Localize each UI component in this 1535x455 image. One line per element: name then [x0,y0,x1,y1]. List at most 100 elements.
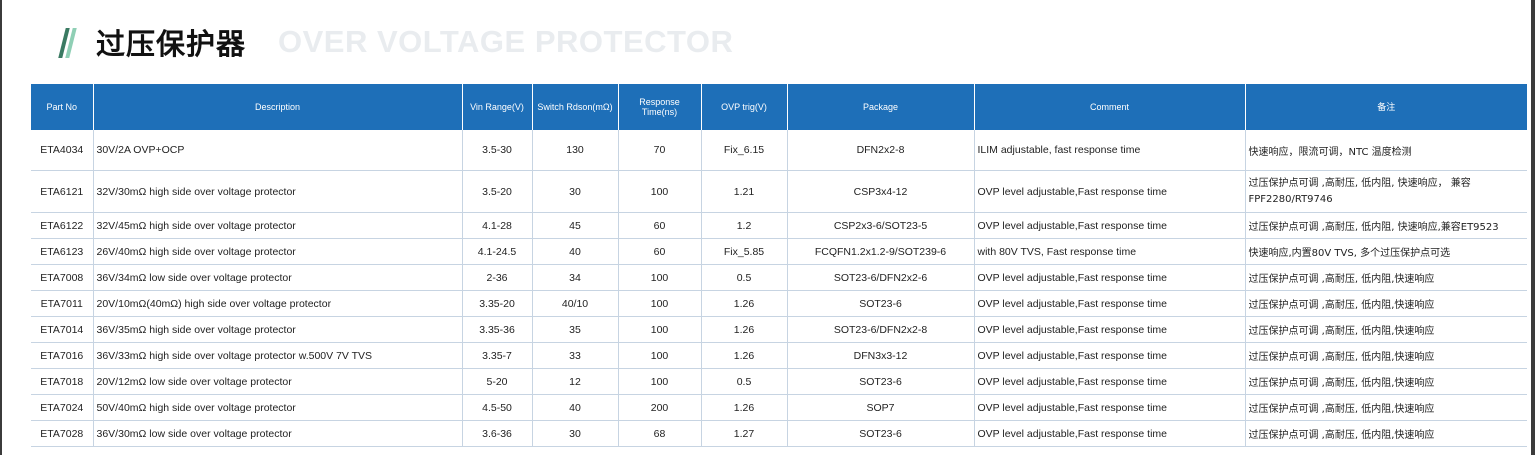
cell-notes: 过压保护点可调 ,高耐压, 低内阻,快速响应 [1245,420,1527,447]
table-header-row: Part No Description Vin Range(V) Switch … [31,84,1527,130]
cell-comment: OVP level adjustable,Fast response time [974,290,1246,317]
col-header-notes: 备注 [1245,84,1527,130]
cell-ovp-trig: 1.26 [701,394,788,421]
cell-response-time: 100 [618,342,702,369]
cell-response-time: 70 [618,130,702,171]
cell-package: SOP7 [787,394,975,421]
table-row: ETA6122 32V/45mΩ high side over voltage p… [31,212,1527,239]
cell-response-time: 68 [618,420,702,447]
cell-response-time: 100 [618,170,702,213]
cell-vin-range: 3.5-20 [462,170,533,213]
cell-package: SOT23-6/DFN2x2-6 [787,264,975,291]
cell-part-no: ETA7016 [31,342,94,369]
cell-part-no: ETA4034 [31,130,94,171]
cell-package: FCQFN1.2x1.2-9/SOT239-6 [787,238,975,265]
cell-package: SOT23-6 [787,368,975,395]
cell-comment: OVP level adjustable,Fast response time [974,212,1246,239]
cell-ovp-trig: 1.26 [701,316,788,343]
table-row: ETA7008 36V/34mΩ low side over voltage pr… [31,264,1527,291]
cell-package: SOT23-6 [787,420,975,447]
table-row: ETA6123 26V/40mΩ high side over voltage p… [31,238,1527,265]
cell-description: 32V/45mΩ high side over voltage protecto… [93,212,463,239]
cell-part-no: ETA6121 [31,170,94,213]
cell-part-no: ETA7024 [31,394,94,421]
cell-response-time: 200 [618,394,702,421]
cell-switch-rdson: 40 [532,394,619,421]
cell-description: 36V/33mΩ high side over voltage protecto… [93,342,463,369]
table-row: ETA7028 36V/30mΩ low side over voltage pr… [31,420,1527,447]
table-row: ETA7018 20V/12mΩ low side over voltage pr… [31,368,1527,395]
cell-vin-range: 4.5-50 [462,394,533,421]
cell-switch-rdson: 35 [532,316,619,343]
cell-ovp-trig: 1.2 [701,212,788,239]
cell-part-no: ETA6123 [31,238,94,265]
cell-vin-range: 3.35-7 [462,342,533,369]
left-frame-edge [0,0,2,455]
cell-ovp-trig: Fix_6.15 [701,130,788,171]
col-header-package: Package [787,84,975,130]
cell-comment: with 80V TVS, Fast response time [974,238,1246,265]
page-title-cn: 过压保护器 [96,27,247,61]
col-header-switch-rdson: Switch Rdson(mΩ) [532,84,619,130]
cell-description: 20V/10mΩ(40mΩ) high side over voltage pr… [93,290,463,317]
cell-comment: ILIM adjustable, fast response time [974,130,1246,171]
cell-comment: OVP level adjustable,Fast response time [974,420,1246,447]
cell-description: 26V/40mΩ high side over voltage protecto… [93,238,463,265]
cell-ovp-trig: 1.26 [701,290,788,317]
cell-switch-rdson: 34 [532,264,619,291]
cell-response-time: 60 [618,212,702,239]
table-row: ETA7024 50V/40mΩ high side over voltage p… [31,394,1527,421]
cell-response-time: 100 [618,264,702,291]
cell-vin-range: 3.35-36 [462,316,533,343]
cell-ovp-trig: 1.21 [701,170,788,213]
cell-vin-range: 3.5-30 [462,130,533,171]
cell-part-no: ETA7011 [31,290,94,317]
cell-part-no: ETA6122 [31,212,94,239]
cell-description: 32V/30mΩ high side over voltage protecto… [93,170,463,213]
cell-package: DFN3x3-12 [787,342,975,369]
section-header: 过压保护器 OVER VOLTAGE PROTECTOR [58,22,734,62]
cell-package: SOT23-6/DFN2x2-8 [787,316,975,343]
cell-description: 50V/40mΩ high side over voltage protecto… [93,394,463,421]
cell-switch-rdson: 30 [532,420,619,447]
cell-vin-range: 3.6-36 [462,420,533,447]
cell-notes: 快速响应,内置80V TVS, 多个过压保护点可选 [1245,238,1527,265]
cell-comment: OVP level adjustable,Fast response time [974,368,1246,395]
product-table: Part No Description Vin Range(V) Switch … [31,84,1527,447]
cell-switch-rdson: 40 [532,238,619,265]
cell-notes: 过压保护点可调 ,高耐压, 低内阻,快速响应 [1245,290,1527,317]
table-row: ETA7011 20V/10mΩ(40mΩ) high side over vol… [31,290,1527,317]
cell-comment: OVP level adjustable,Fast response time [974,264,1246,291]
cell-notes: 过压保护点可调 ,高耐压, 低内阻,快速响应 [1245,368,1527,395]
cell-package: CSP2x3-6/SOT23-5 [787,212,975,239]
cell-vin-range: 3.35-20 [462,290,533,317]
cell-vin-range: 5-20 [462,368,533,395]
col-header-vin-range: Vin Range(V) [462,84,533,130]
cell-part-no: ETA7028 [31,420,94,447]
cell-vin-range: 2-36 [462,264,533,291]
cell-description: 36V/35mΩ high side over voltage protecto… [93,316,463,343]
cell-vin-range: 4.1-28 [462,212,533,239]
cell-comment: OVP level adjustable,Fast response time [974,170,1246,213]
cell-part-no: ETA7018 [31,368,94,395]
cell-response-time: 60 [618,238,702,265]
cell-notes: 过压保护点可调 ,高耐压, 低内阻,快速响应 [1245,394,1527,421]
cell-ovp-trig: 0.5 [701,368,788,395]
cell-ovp-trig: 0.5 [701,264,788,291]
slash-accent-icon [58,25,77,59]
cell-comment: OVP level adjustable,Fast response time [974,316,1246,343]
cell-description: 20V/12mΩ low side over voltage protector [93,368,463,395]
cell-ovp-trig: 1.27 [701,420,788,447]
cell-part-no: ETA7014 [31,316,94,343]
col-header-part-no: Part No [31,84,94,130]
cell-switch-rdson: 130 [532,130,619,171]
cell-notes: 快速响应，限流可调，NTC 温度检测 [1245,130,1527,171]
page-title-en: OVER VOLTAGE PROTECTOR [278,24,734,59]
cell-notes: 过压保护点可调 ,高耐压, 低内阻, 快速响应， 兼容 FPF2280/RT97… [1245,170,1527,213]
cell-description: 36V/34mΩ low side over voltage protector [93,264,463,291]
cell-package: DFN2x2-8 [787,130,975,171]
col-header-description: Description [93,84,463,130]
cell-response-time: 100 [618,290,702,317]
cell-package: CSP3x4-12 [787,170,975,213]
cell-vin-range: 4.1-24.5 [462,238,533,265]
